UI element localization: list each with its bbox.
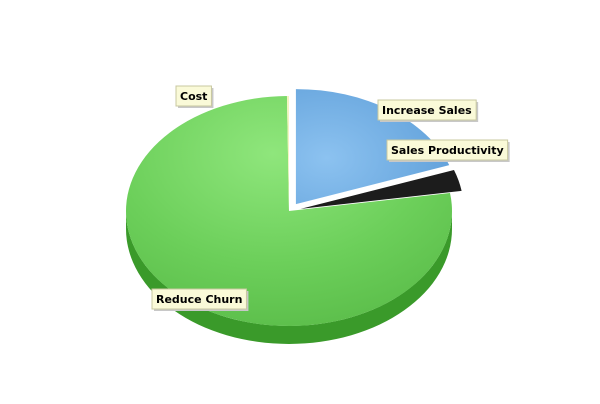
data-label-cost: Cost (175, 85, 214, 108)
data-label-box (151, 288, 247, 310)
data-label-box (175, 85, 212, 107)
pie-slice-increase-sales[interactable] (295, 89, 450, 205)
data-label-increase-sales: Increase Sales (377, 99, 479, 122)
pie-slice-reduce-churn[interactable] (125, 96, 453, 326)
pie-slice-sales-productivity[interactable] (300, 169, 462, 209)
data-label-text: Reduce Churn (156, 293, 242, 306)
data-label-box (377, 99, 477, 121)
pie-slice-cost[interactable] (286, 96, 289, 211)
data-label-sales-productivity: Sales Productivity (386, 139, 510, 162)
data-label-text: Increase Sales (382, 104, 472, 117)
data-label-box (386, 139, 509, 161)
pie-tops (125, 89, 462, 326)
data-label-text: Sales Productivity (391, 144, 504, 157)
data-label-reduce-churn: Reduce Churn (151, 288, 249, 311)
data-label-text: Cost (180, 90, 207, 103)
pie-labels: Increase Sales Sales Productivity Reduce C… (151, 85, 510, 311)
